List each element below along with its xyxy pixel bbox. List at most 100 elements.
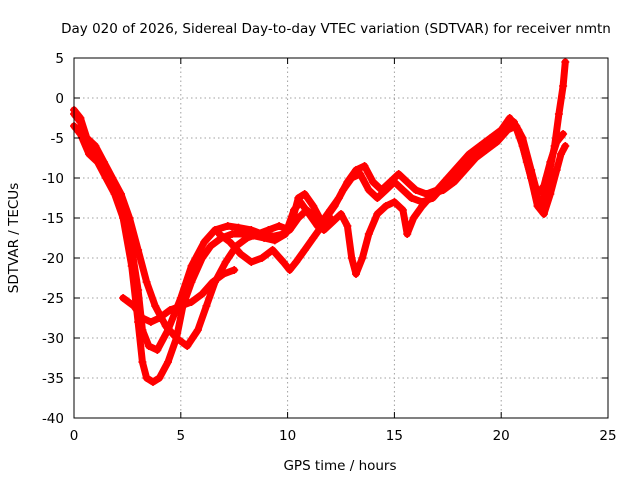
data-point [559, 82, 568, 90]
data-point [503, 126, 512, 134]
data-point [144, 342, 153, 350]
data-point [221, 258, 230, 266]
data-point [398, 206, 407, 214]
data-point [155, 374, 164, 382]
data-series [70, 106, 568, 350]
data-point [258, 254, 266, 262]
data-point [82, 134, 91, 142]
data-point [347, 174, 356, 182]
data-point [309, 202, 318, 210]
chart-title: Day 020 of 2026, Sidereal Day-to-day VTE… [61, 21, 611, 37]
data-point [381, 202, 390, 210]
data-point [236, 250, 245, 258]
data-point [394, 170, 403, 178]
data-point [398, 186, 407, 194]
data-point [339, 186, 348, 194]
data-point [223, 222, 232, 230]
data-point [187, 278, 196, 286]
data-point [460, 166, 469, 174]
data-point [418, 202, 427, 210]
data-point [302, 206, 311, 214]
data-point [183, 342, 192, 350]
data-point [134, 246, 143, 254]
y-tick-label: -10 [42, 171, 64, 187]
data-point [539, 182, 548, 190]
y-tick-label: -5 [51, 131, 64, 147]
data-point [230, 266, 239, 274]
data-point [134, 318, 143, 326]
data-point [264, 226, 273, 234]
x-tick-label: 20 [493, 428, 510, 444]
data-point [198, 290, 207, 298]
data-point [228, 230, 237, 238]
data-point [364, 230, 373, 238]
y-tick-label: -40 [42, 411, 64, 427]
data-point [559, 130, 568, 138]
y-tick-label: -25 [42, 291, 64, 307]
data-point [166, 306, 175, 314]
data-point [91, 142, 100, 150]
data-point [403, 178, 412, 186]
data-point [343, 222, 352, 230]
data-point [129, 302, 138, 310]
series-trace [70, 106, 567, 350]
y-tick-label: -15 [42, 211, 64, 227]
data-point [407, 194, 416, 202]
data-point [428, 190, 437, 198]
data-point [219, 270, 228, 278]
tick-layer: 0 5 10 15 20 25 5 0 -5 -10 -15 -20 -25 -30 -35 -40 [42, 51, 617, 444]
data-point [202, 302, 211, 310]
data-point [409, 214, 418, 222]
data-point [138, 358, 147, 366]
data-point [482, 146, 491, 154]
data-point [238, 230, 247, 238]
y-tick-label: -35 [42, 371, 64, 387]
data-point [279, 258, 288, 266]
data-point [317, 222, 326, 230]
data-point [215, 230, 224, 238]
data-series [119, 266, 239, 326]
data-point [108, 174, 117, 182]
data-point [211, 226, 219, 234]
data-point [172, 334, 181, 342]
data-point [364, 186, 373, 194]
data-point [390, 178, 399, 186]
data-point [164, 358, 172, 366]
data-point [225, 238, 234, 246]
data-point [85, 150, 93, 158]
x-tick-label: 5 [177, 428, 186, 444]
data-point [561, 58, 570, 66]
data-point [161, 322, 170, 330]
y-tick-label: 5 [55, 51, 64, 67]
data-point [337, 210, 345, 218]
data-point [347, 254, 356, 262]
data-point [151, 302, 160, 310]
data-point [76, 114, 85, 122]
data-point [557, 150, 565, 158]
data-point [311, 214, 320, 222]
data-point [492, 138, 501, 146]
data-point [253, 230, 262, 238]
data-point [390, 198, 399, 206]
data-point [403, 230, 412, 238]
data-point [546, 158, 555, 166]
data-point [142, 278, 151, 286]
data-point [533, 202, 542, 210]
data-point [155, 314, 164, 322]
data-point [142, 374, 151, 382]
data-point [554, 110, 563, 118]
data-point [294, 214, 303, 222]
data-point [206, 242, 215, 250]
data-point [247, 258, 256, 266]
data-point [358, 254, 367, 262]
y-tick-label: -30 [42, 331, 64, 347]
data-point [198, 254, 207, 262]
data-point [138, 314, 147, 322]
data-point [208, 278, 217, 286]
plot-frame [73, 57, 609, 419]
data-point [300, 246, 309, 254]
x-tick-label: 0 [70, 428, 79, 444]
data-point [270, 236, 279, 245]
data-point [326, 214, 335, 222]
